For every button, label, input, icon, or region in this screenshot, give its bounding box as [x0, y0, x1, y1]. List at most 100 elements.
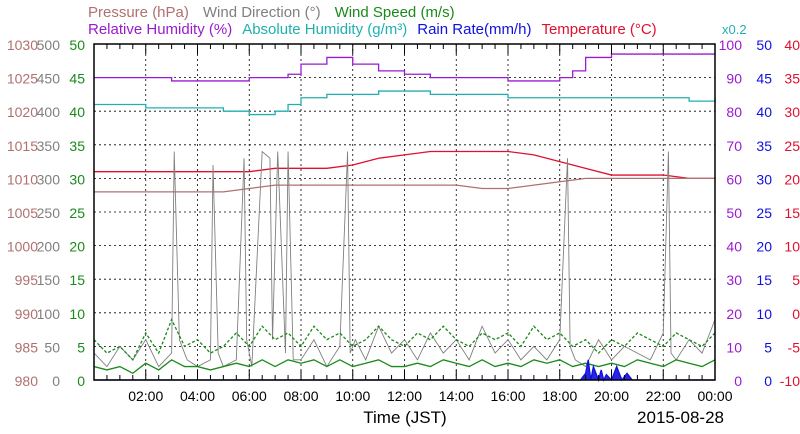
rain_rate-tick: 40 [756, 104, 772, 120]
legend-item-row1-1: Wind Direction (°) [203, 4, 321, 21]
series-3 [94, 177, 715, 193]
temperature-tick: 0 [792, 306, 800, 322]
humidity-tick: 50 [726, 205, 742, 221]
pressure-tick: 1015 [7, 138, 38, 154]
pressure-tick: 1025 [7, 71, 38, 87]
right-axes: 1009080706050403020100504540353025201510… [719, 37, 800, 389]
series-4 [93, 150, 716, 368]
temperature-tick: 10 [784, 239, 800, 255]
x-axis: 02:00 04:00 06:00 08:00 10:00 12:00 14:00 16:00… [93, 44, 733, 404]
x-tick-label: 10:00 [335, 388, 370, 404]
x-tick-label: 14:00 [439, 388, 474, 404]
rain_rate-tick: 45 [756, 71, 772, 87]
temperature-tick: -5 [788, 339, 800, 355]
rain_rate-tick: 15 [756, 272, 772, 288]
temperature-tick: -10 [780, 373, 800, 389]
pressure-tick: 1005 [7, 205, 38, 221]
grid [94, 44, 715, 380]
wind_speed-tick: 0 [77, 373, 85, 389]
legend-item-row1-0: Pressure (hPa) [88, 4, 189, 21]
pressure-tick: 1020 [7, 104, 38, 120]
wind_speed-tick: 15 [69, 272, 85, 288]
wind_direction-tick: 200 [37, 239, 61, 255]
rain_rate-tick: 35 [756, 138, 772, 154]
series-5 [93, 359, 716, 375]
series-1 [94, 90, 716, 116]
series-2 [94, 150, 715, 180]
x-tick-label: 20:00 [594, 388, 629, 404]
x-tick-label: 02:00 [128, 388, 163, 404]
wind_speed-tick: 20 [69, 239, 85, 255]
humidity-tick: 10 [726, 339, 742, 355]
temperature-tick: 30 [784, 104, 800, 120]
temperature-tick: 15 [784, 205, 800, 221]
pressure-tick: 1000 [7, 239, 38, 255]
wind_direction-tick: 400 [37, 104, 61, 120]
wind_speed-tick: 25 [69, 205, 85, 221]
humidity-tick: 90 [726, 71, 742, 87]
wind_speed-tick: 5 [77, 339, 85, 355]
x-tick-label: 06:00 [232, 388, 267, 404]
legend: Pressure (hPa) Wind Direction (°) Wind Spe… [88, 4, 747, 38]
rain_rate-tick: 25 [756, 205, 772, 221]
series-6 [93, 317, 716, 361]
humidity-tick: 70 [726, 138, 742, 154]
pressure-tick: 995 [15, 272, 39, 288]
x-tick-label: 12:00 [387, 388, 422, 404]
rain_rate-tick: 5 [764, 339, 772, 355]
humidity-tick: 30 [726, 272, 742, 288]
humidity-tick: 100 [719, 37, 743, 53]
rain_rate-tick: 10 [756, 306, 772, 322]
rain_rate-tick: 50 [756, 37, 772, 53]
wind_speed-tick: 10 [69, 306, 85, 322]
left-axes: 1030102510201015101010051000995990985980… [7, 37, 85, 389]
pressure-tick: 1010 [7, 171, 38, 187]
temperature-tick: 40 [784, 37, 800, 53]
pressure-tick: 990 [15, 306, 39, 322]
x-tick-label: 16:00 [490, 388, 525, 404]
x-tick-label: 04:00 [180, 388, 215, 404]
wind_speed-tick: 45 [69, 71, 85, 87]
wind_speed-tick: 40 [69, 104, 85, 120]
wind_speed-tick: 30 [69, 171, 85, 187]
x-tick-label: 08:00 [283, 388, 318, 404]
wind_direction-tick: 500 [37, 37, 61, 53]
humidity-tick: 40 [726, 239, 742, 255]
wind_direction-tick: 350 [37, 138, 61, 154]
series-0 [94, 53, 715, 82]
humidity-tick: 20 [726, 306, 742, 322]
humidity-tick: 80 [726, 104, 742, 120]
x-tick-label: 18:00 [542, 388, 577, 404]
x-tick-label: 22:00 [646, 388, 681, 404]
pressure-tick: 985 [15, 339, 39, 355]
wind_direction-tick: 50 [44, 339, 60, 355]
pressure-tick: 1030 [7, 37, 38, 53]
temperature-tick: 20 [784, 171, 800, 187]
temperature-tick: 35 [784, 71, 800, 87]
date-label: 2015-08-28 [637, 408, 724, 427]
rain_rate-tick: 20 [756, 239, 772, 255]
x-axis-label: Time (JST) [363, 408, 446, 427]
series-layer [93, 53, 716, 383]
wind_direction-tick: 250 [37, 205, 61, 221]
wind_direction-tick: 300 [37, 171, 61, 187]
pressure-tick: 980 [15, 373, 39, 389]
rain_rate-tick: 0 [764, 373, 772, 389]
temperature-tick: 25 [784, 138, 800, 154]
legend-item-row2-0: Relative Humidity (%) [88, 21, 232, 38]
humidity-tick: 0 [734, 373, 742, 389]
wind_speed-tick: 35 [69, 138, 85, 154]
x-tick-label: 00:00 [697, 388, 732, 404]
legend-item-row2-3: Temperature (°C) [541, 21, 656, 38]
wind_direction-tick: 0 [52, 373, 60, 389]
humidity-tick: 60 [726, 171, 742, 187]
wind_direction-tick: 100 [37, 306, 61, 322]
legend-item-row2-4: x0.2 [722, 22, 747, 37]
legend-item-row2-2: Rain Rate(mm/h) [417, 21, 531, 38]
wind_direction-tick: 150 [37, 272, 61, 288]
legend-item-row1-2: Wind Speed (m/s) [335, 4, 455, 21]
temperature-tick: 5 [792, 272, 800, 288]
wind_direction-tick: 450 [37, 71, 61, 87]
legend-item-row2-1: Absolute Humidity (g/m³) [242, 21, 407, 38]
